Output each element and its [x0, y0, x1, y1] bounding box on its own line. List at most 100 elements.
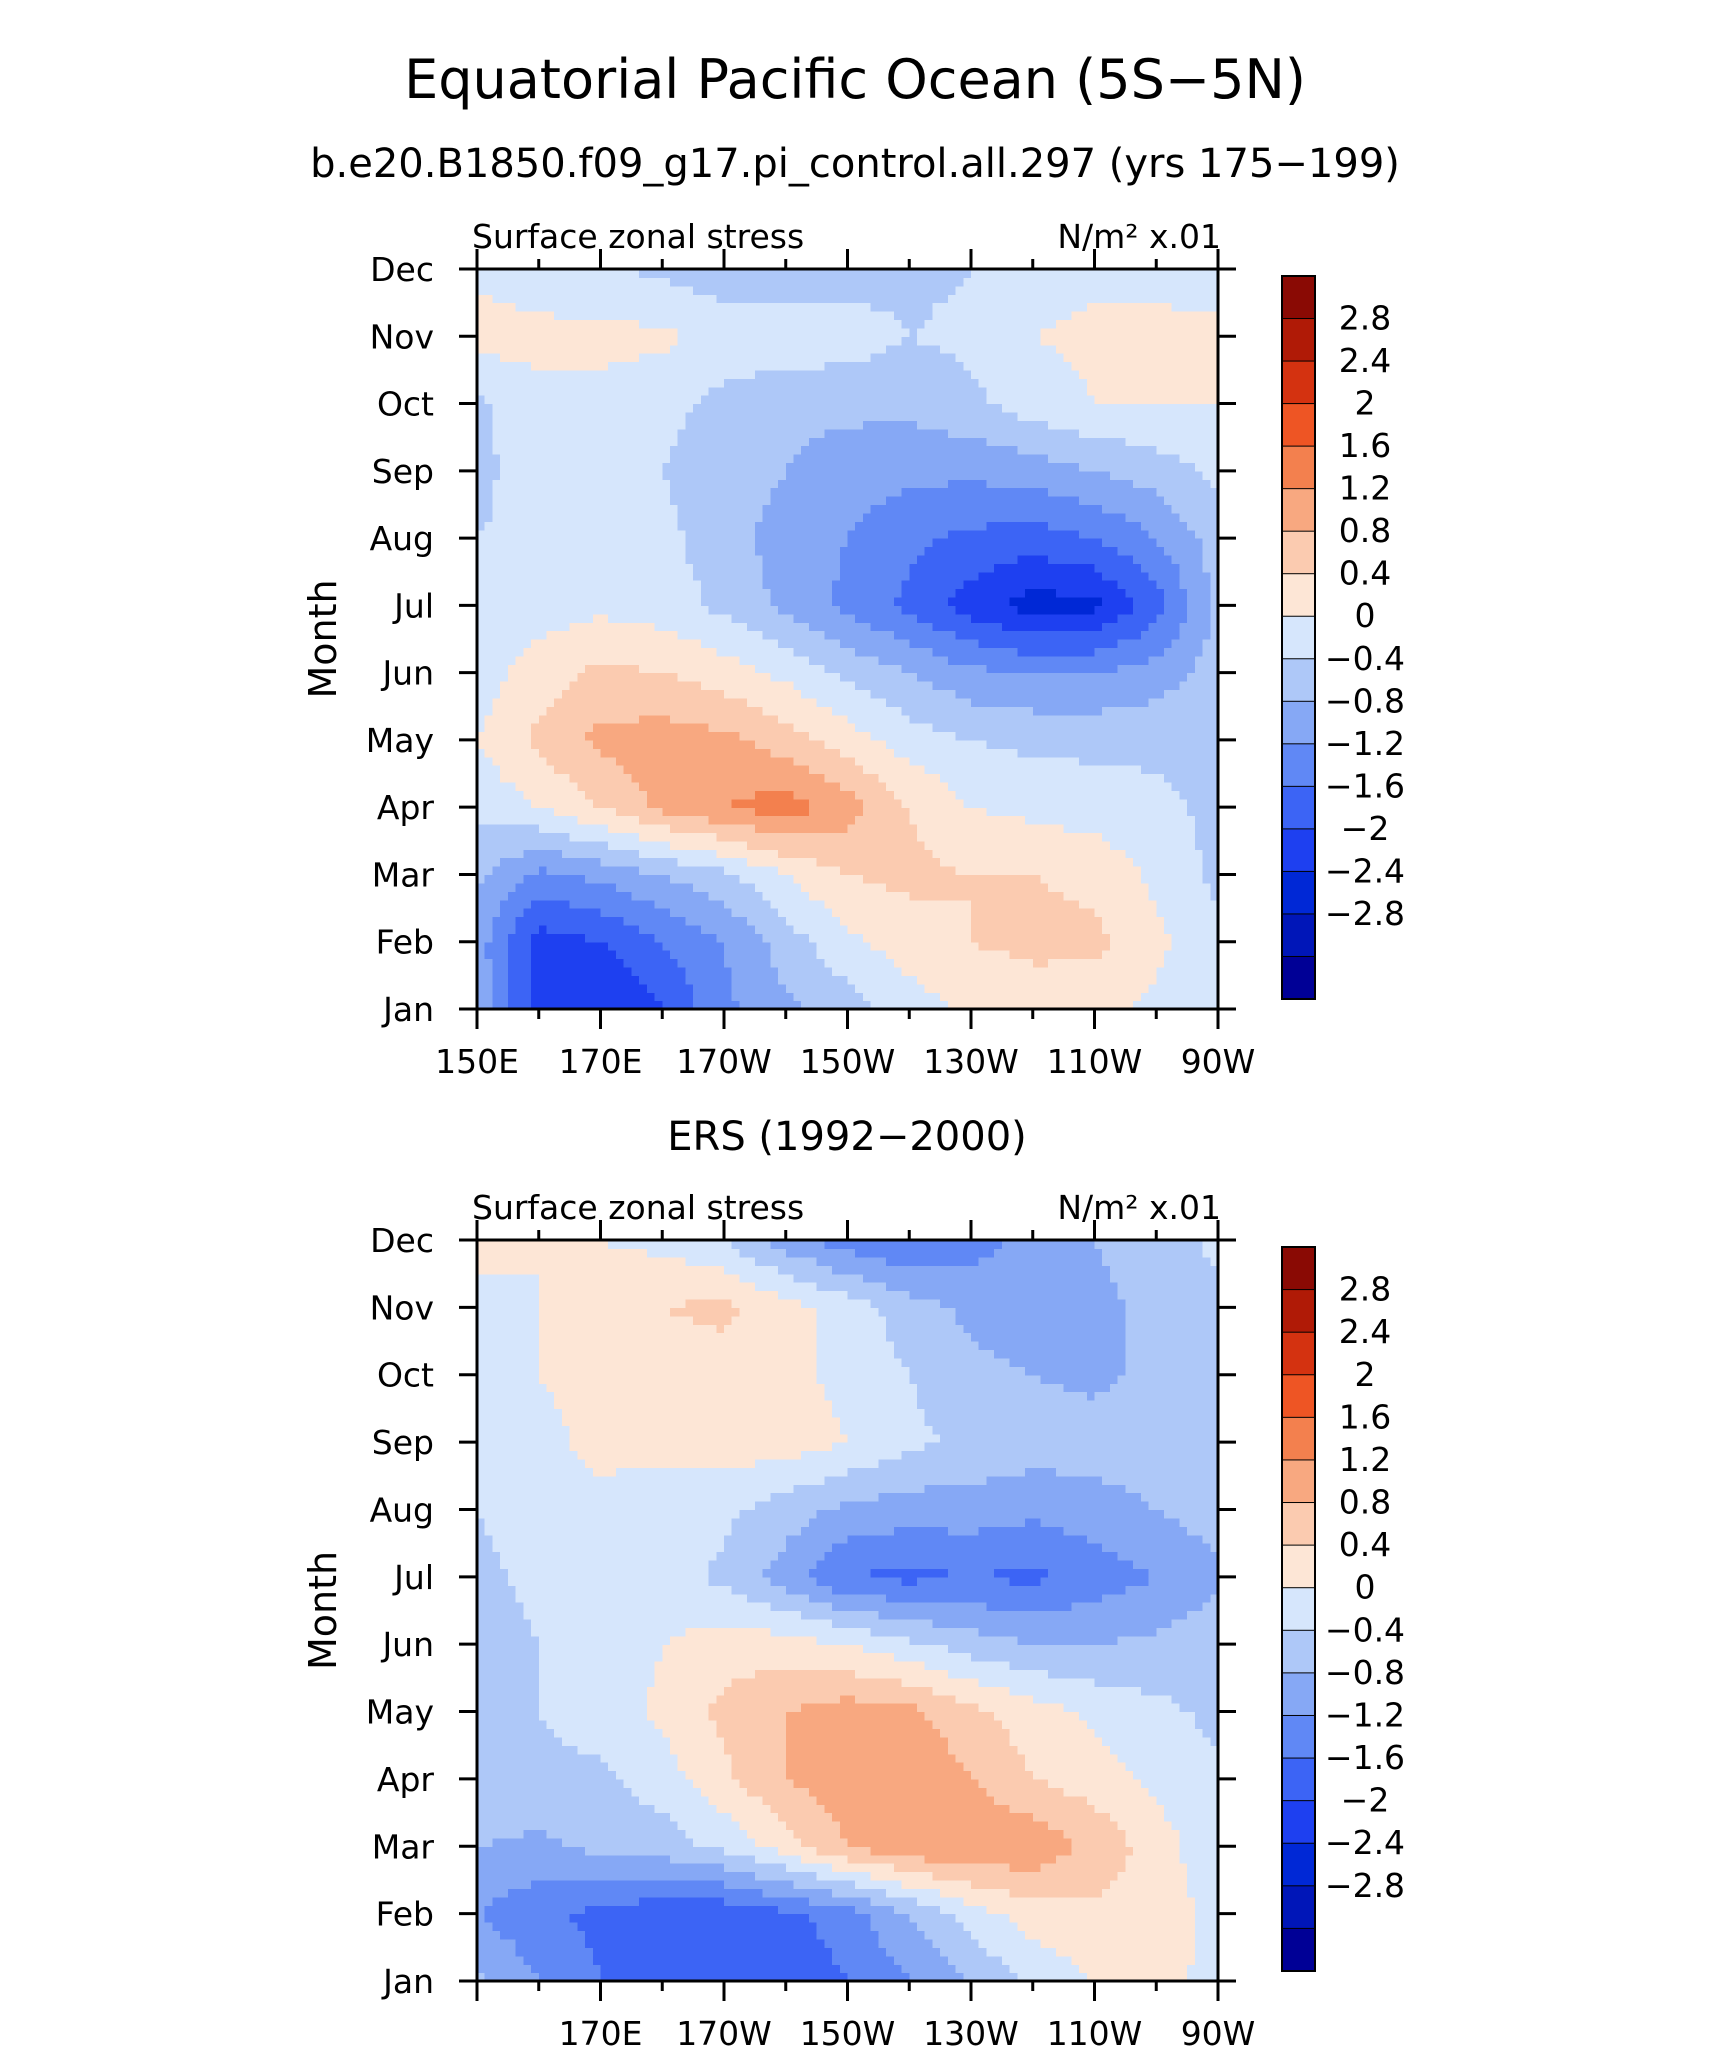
- contour-cell: [507, 1000, 517, 1010]
- contour-cell: [538, 588, 548, 598]
- contour-cell: [1179, 588, 1188, 598]
- contour-cell: [615, 647, 625, 657]
- contour-cell: [870, 807, 879, 817]
- contour-cell: [1187, 596, 1196, 606]
- contour-cell: [862, 882, 872, 892]
- contour-cell: [523, 706, 532, 716]
- contour-cell: [1094, 933, 1103, 943]
- contour-cell: [832, 908, 841, 918]
- contour-cell: [1109, 924, 1119, 934]
- contour-cell: [1071, 966, 1080, 976]
- contour-cell: [824, 731, 833, 741]
- contour-cell: [1187, 613, 1196, 623]
- contour-cell: [500, 580, 509, 590]
- contour-cell: [531, 941, 540, 951]
- contour-cell: [577, 1000, 586, 1010]
- contour-cell: [685, 933, 694, 943]
- contour-cell: [708, 916, 717, 926]
- contour-cell: [554, 706, 563, 716]
- contour-cell: [731, 815, 741, 825]
- contour-cell: [623, 899, 632, 909]
- contour-cell: [492, 605, 501, 615]
- contour-cell: [615, 664, 625, 674]
- contour-cell: [515, 622, 524, 632]
- contour-cell: [662, 681, 671, 691]
- contour-cell: [955, 798, 964, 808]
- contour-cell: [592, 807, 602, 817]
- contour-cell: [909, 866, 918, 876]
- contour-cell: [747, 697, 756, 707]
- contour-cell: [963, 697, 972, 707]
- contour-cell: [924, 840, 934, 850]
- contour-cell: [1055, 857, 1065, 867]
- contour-cell: [901, 866, 910, 876]
- contour-cell: [500, 866, 509, 876]
- contour-cell: [1102, 664, 1111, 674]
- contour-cell: [1009, 874, 1018, 884]
- contour-cell: [1210, 723, 1219, 733]
- contour-cell: [623, 681, 632, 691]
- contour-cell: [561, 824, 571, 834]
- contour-cell: [515, 655, 524, 665]
- contour-cell: [1079, 605, 1088, 615]
- contour-cell: [615, 866, 625, 876]
- contour-cell: [585, 613, 594, 623]
- contour-cell: [1171, 622, 1181, 632]
- contour-cell: [986, 580, 995, 590]
- contour-cell: [623, 781, 632, 791]
- contour-cell: [1094, 798, 1103, 808]
- contour-cell: [1086, 697, 1096, 707]
- contour-cell: [924, 697, 934, 707]
- contour-cell: [1094, 655, 1103, 665]
- contour-cell: [631, 580, 640, 590]
- contour-cell: [1156, 605, 1165, 615]
- contour-cell: [978, 639, 988, 649]
- contour-cell: [600, 891, 609, 901]
- contour-cell: [561, 765, 571, 775]
- contour-cell: [994, 714, 1003, 724]
- contour-cell: [770, 807, 779, 817]
- contour-cell: [1079, 681, 1088, 691]
- contour-cell: [500, 857, 509, 867]
- contour-cell: [1063, 815, 1072, 825]
- contour-cell: [932, 580, 941, 590]
- contour-cell: [739, 605, 748, 615]
- contour-cell: [1086, 924, 1096, 934]
- contour-cell: [569, 874, 578, 884]
- contour-cell: [477, 849, 486, 859]
- contour-cell: [731, 933, 741, 943]
- contour-cell: [500, 824, 509, 834]
- contour-cell: [1001, 723, 1011, 733]
- contour-cell: [1001, 924, 1011, 934]
- contour-cell: [808, 655, 818, 665]
- contour-cell: [477, 773, 486, 783]
- contour-cell: [1063, 924, 1072, 934]
- contour-cell: [1025, 941, 1034, 951]
- contour-cell: [731, 966, 741, 976]
- contour-cell: [947, 639, 957, 649]
- contour-cell: [523, 596, 532, 606]
- contour-cell: [1109, 605, 1119, 615]
- contour-cell: [886, 748, 895, 758]
- contour-cell: [839, 941, 849, 951]
- contour-cell: [554, 824, 563, 834]
- contour-cell: [878, 798, 887, 808]
- contour-cell: [585, 571, 594, 581]
- contour-cell: [870, 950, 879, 960]
- contour-cell: [492, 975, 501, 985]
- contour-cell: [685, 681, 694, 691]
- contour-cell: [1148, 916, 1157, 926]
- contour-cell: [1148, 798, 1157, 808]
- contour-cell: [700, 672, 710, 682]
- contour-cell: [631, 941, 640, 951]
- contour-cell: [662, 866, 671, 876]
- contour-cell: [893, 697, 903, 707]
- contour-cell: [1063, 992, 1072, 1002]
- contour-cell: [1125, 798, 1134, 808]
- contour-cell: [739, 773, 748, 783]
- contour-cell: [724, 899, 733, 909]
- contour-cell: [886, 781, 895, 791]
- contour-cell: [1040, 622, 1049, 632]
- contour-cell: [546, 723, 555, 733]
- contour-cell: [500, 588, 509, 598]
